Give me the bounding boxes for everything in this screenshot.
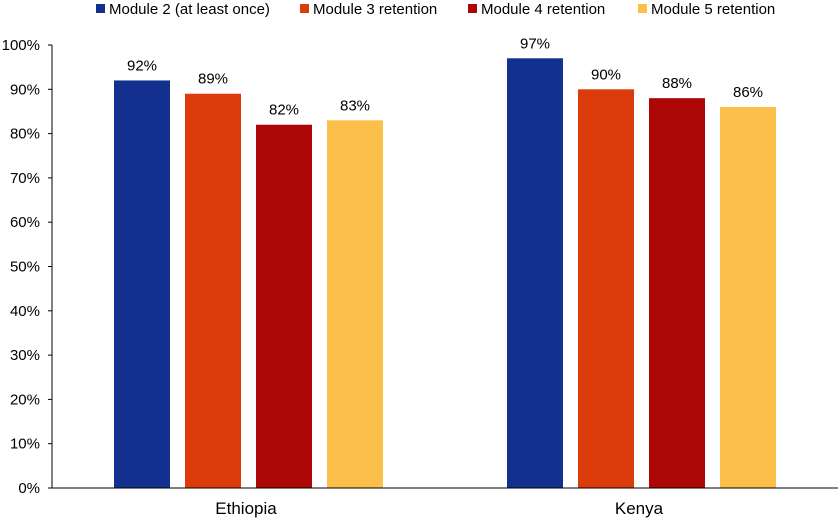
legend-label-3: Module 4 retention bbox=[481, 1, 605, 18]
data-label-ethiopia-series-2: 89% bbox=[198, 71, 228, 88]
y-tick-label: 30% bbox=[10, 347, 40, 364]
y-tick-label: 50% bbox=[10, 259, 40, 276]
bar-ethiopia-series-1 bbox=[114, 80, 170, 488]
y-tick-label: 20% bbox=[10, 391, 40, 408]
bar-kenya-series-1 bbox=[507, 58, 563, 488]
bar-ethiopia-series-4 bbox=[327, 120, 383, 488]
y-tick-label: 80% bbox=[10, 126, 40, 143]
bars: 92% 89% 82% 83% 97% 90% 88% 86% bbox=[114, 35, 776, 489]
data-label-ethiopia-series-4: 83% bbox=[340, 97, 370, 114]
y-tick-label: 60% bbox=[10, 214, 40, 231]
y-tick-label: 70% bbox=[10, 170, 40, 187]
y-tick-label: 40% bbox=[10, 303, 40, 320]
y-tick-label: 10% bbox=[10, 436, 40, 453]
y-tick-label: 100% bbox=[2, 37, 40, 54]
x-axis: Ethiopia Kenya bbox=[52, 487, 838, 518]
legend-label-1: Module 2 (at least once) bbox=[109, 1, 270, 18]
legend-label-2: Module 3 retention bbox=[313, 1, 437, 18]
data-label-kenya-series-2: 90% bbox=[591, 66, 621, 83]
data-label-kenya-series-3: 88% bbox=[662, 75, 692, 92]
y-tick-label: 90% bbox=[10, 81, 40, 98]
legend-swatch-4 bbox=[638, 4, 647, 13]
category-label-kenya: Kenya bbox=[615, 499, 664, 518]
legend-swatch-3 bbox=[468, 4, 477, 13]
y-tick-label: 0% bbox=[18, 480, 40, 497]
bar-kenya-series-2 bbox=[578, 89, 634, 489]
legend: Module 2 (at least once) Module 3 retenti… bbox=[96, 1, 775, 18]
data-label-ethiopia-series-1: 92% bbox=[127, 57, 157, 74]
legend-swatch-2 bbox=[300, 4, 309, 13]
legend-swatch-1 bbox=[96, 4, 105, 13]
bar-kenya-series-4 bbox=[720, 107, 776, 489]
bar-kenya-series-3 bbox=[649, 98, 705, 488]
y-axis: 0% 10% 20% 30% 40% 50% 60% 70% 80% 90% 100% bbox=[2, 37, 53, 497]
bar-ethiopia-series-2 bbox=[185, 93, 241, 488]
bar-ethiopia-series-3 bbox=[256, 124, 312, 489]
data-label-ethiopia-series-3: 82% bbox=[269, 102, 299, 119]
data-label-kenya-series-1: 97% bbox=[520, 35, 550, 52]
category-label-ethiopia: Ethiopia bbox=[215, 499, 277, 518]
data-label-kenya-series-4: 86% bbox=[733, 84, 763, 101]
legend-label-4: Module 5 retention bbox=[651, 1, 775, 18]
